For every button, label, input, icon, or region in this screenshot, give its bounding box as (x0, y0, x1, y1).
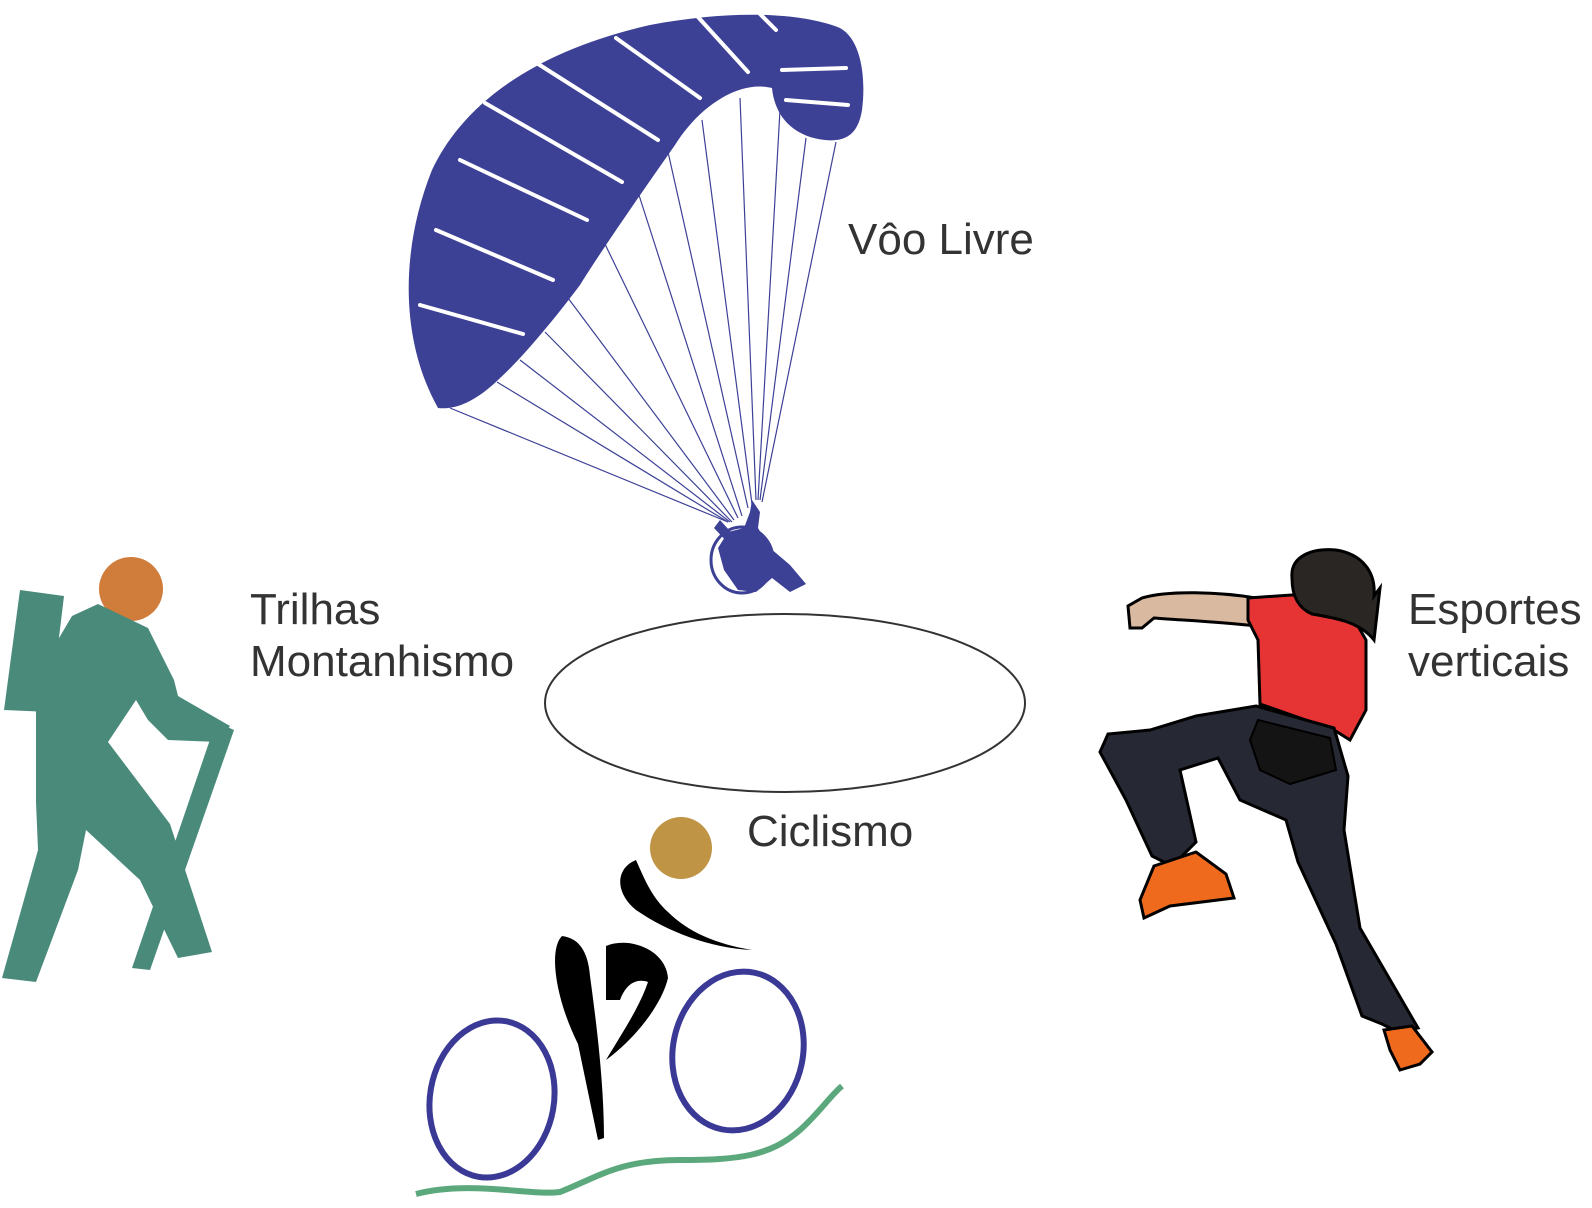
montanhismo-text: Montanhismo (250, 637, 515, 686)
cyclist-icon (415, 817, 844, 1197)
paraglider-icon (408, 12, 864, 595)
voo-livre-text: Vôo Livre (848, 215, 1034, 264)
voo-livre-label: Vôo Livre (848, 214, 1034, 266)
hiker-icon (2, 557, 234, 982)
ciclismo-text: Ciclismo (747, 807, 914, 856)
climber-icon (1098, 548, 1434, 1072)
verticais-text: verticais (1408, 637, 1570, 686)
esportes-verticais-label: Esportes verticais (1408, 584, 1582, 688)
trilhas-montanhismo-label: Trilhas Montanhismo (250, 584, 514, 688)
trilhas-text: Trilhas (250, 585, 381, 634)
center-ellipse (544, 613, 1026, 793)
ciclismo-label: Ciclismo (747, 806, 913, 858)
esportes-text: Esportes (1408, 585, 1582, 634)
